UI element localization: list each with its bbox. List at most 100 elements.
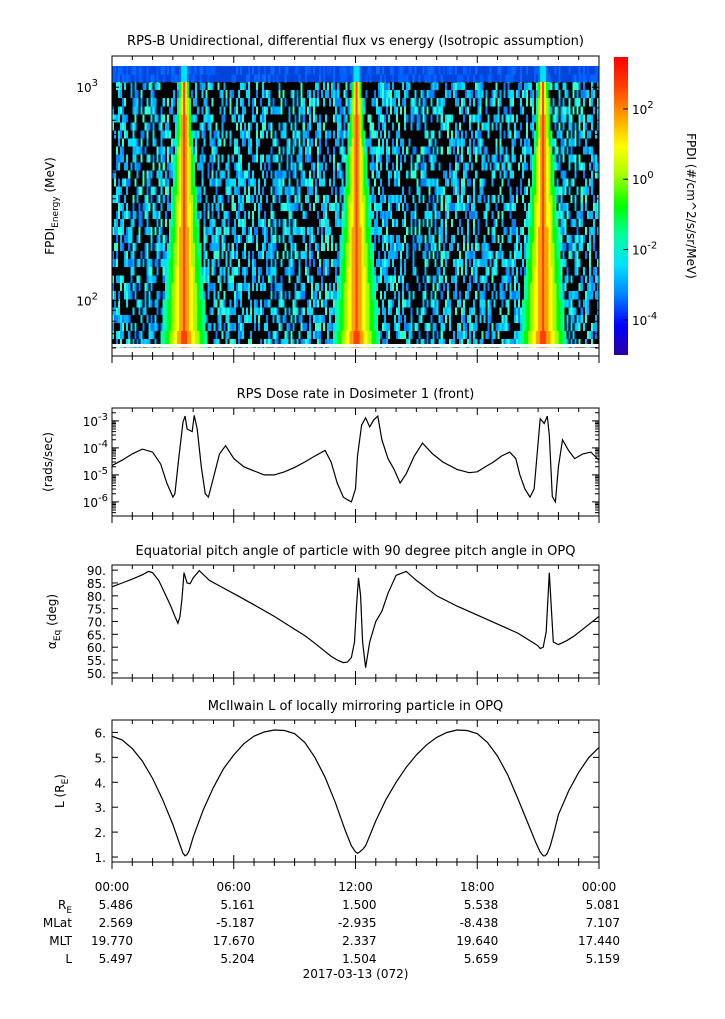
- spectrogram-cell: [176, 210, 180, 219]
- spectrogram-cell: [426, 259, 429, 268]
- spectrogram-cell: [140, 323, 143, 332]
- spectrogram-cell: [465, 291, 468, 300]
- spectrogram-cell: [233, 299, 237, 308]
- spectrogram-cell: [383, 275, 387, 284]
- spectrogram-cell: [292, 226, 295, 236]
- spectrogram-cell: [347, 331, 350, 340]
- spectrogram-cell: [286, 226, 289, 236]
- spectrogram-cell: [536, 299, 539, 308]
- spectrogram-cell: [558, 259, 561, 268]
- spectrogram-cell: [312, 283, 316, 292]
- spectrogram-cell: [298, 347, 302, 348]
- spectrogram-cell: [120, 307, 123, 316]
- spectrogram-cell: [160, 331, 164, 340]
- spectrogram-cell: [568, 347, 571, 348]
- spectrogram-cell: [592, 202, 596, 211]
- spectrogram-cell: [493, 307, 496, 316]
- spectrogram-cell: [247, 235, 251, 244]
- spectrogram-cell: [584, 283, 588, 292]
- spectrogram-cell: [568, 331, 571, 340]
- spectrogram-cell: [418, 194, 421, 203]
- spectrogram-cell: [418, 275, 421, 284]
- spectrogram-cell: [566, 307, 569, 316]
- spectrogram-cell: [306, 299, 310, 308]
- spectrogram-cell: [532, 259, 535, 268]
- spectrogram-cell: [160, 307, 164, 316]
- spectrogram-cell: [357, 226, 360, 236]
- spectrogram-cell: [359, 339, 362, 344]
- spectrogram-cell: [185, 299, 188, 308]
- spectrogram-cell: [548, 339, 551, 344]
- spectrogram-cell: [477, 186, 480, 195]
- spectrogram-cell: [201, 267, 204, 276]
- spectrogram-cell: [381, 259, 385, 268]
- spectrogram-cell: [205, 315, 208, 324]
- spectrogram-cell: [310, 323, 314, 332]
- spectrogram-cell: [377, 347, 381, 348]
- spectrogram-cell: [530, 251, 533, 260]
- spectrogram-cell: [290, 226, 293, 236]
- spectrogram-cell: [268, 315, 271, 324]
- spectrogram-cell: [454, 226, 458, 236]
- spectrogram-cell: [195, 202, 198, 211]
- spectrogram-cell: [254, 307, 257, 316]
- spectrogram-cell: [574, 259, 577, 268]
- spectrogram-cell: [570, 202, 573, 211]
- spectrogram-cell: [509, 202, 513, 211]
- spectrogram-cell: [355, 347, 358, 348]
- spectrogram-cell: [237, 243, 241, 252]
- spectrogram-cell: [596, 339, 600, 344]
- spectrogram-cell: [566, 315, 569, 324]
- spectrogram-cell: [345, 226, 348, 236]
- spectrogram-cell: [357, 243, 360, 252]
- spectrogram-cell: [325, 226, 328, 236]
- spectrogram-cell: [215, 243, 218, 252]
- spectrogram-cell: [396, 259, 399, 268]
- spectrogram-cell: [503, 283, 506, 292]
- spectrogram-cell: [136, 315, 139, 324]
- spectrogram-cell: [252, 299, 255, 308]
- spectrogram-cell: [282, 283, 285, 292]
- spectrogram-cell: [398, 259, 401, 268]
- spectrogram-cell: [402, 331, 405, 340]
- spectrogram-cell: [308, 235, 312, 244]
- spectrogram-cell: [389, 323, 393, 332]
- spectrogram-cell: [333, 267, 336, 276]
- spectrogram-cell: [201, 291, 204, 300]
- spectrogram-cell: [408, 291, 411, 300]
- spectrogram-cell: [203, 291, 206, 300]
- spectrogram-cell: [412, 186, 415, 195]
- spectrogram-cell: [424, 315, 427, 324]
- spectrogram-cell: [132, 331, 135, 340]
- spectrogram-cell: [223, 347, 226, 348]
- spectrogram-cell: [130, 210, 133, 219]
- spectrogram-cell: [276, 291, 279, 300]
- spectrogram-cell: [235, 347, 239, 348]
- spectrogram-cell: [162, 218, 166, 227]
- spectrogram-cell: [241, 218, 245, 227]
- spectrogram-cell: [489, 315, 492, 324]
- spectrogram-cell: [288, 186, 291, 195]
- spectrogram-cell: [286, 323, 289, 332]
- spectrogram-cell: [112, 235, 115, 244]
- spectrogram-cell: [245, 283, 249, 292]
- spectrogram-cell: [574, 202, 577, 211]
- spectrogram-cell: [132, 235, 135, 244]
- spectrogram-cell: [542, 275, 545, 284]
- spectrogram-cell: [515, 307, 519, 316]
- spectrogram-cell: [223, 291, 226, 300]
- spectrogram-cell: [254, 267, 257, 276]
- spectrogram-cell: [209, 210, 212, 219]
- spectrogram-cell: [410, 291, 413, 300]
- spectrogram-cell: [134, 347, 137, 348]
- spectrogram-cell: [527, 275, 531, 284]
- spectrogram-cell: [580, 299, 584, 308]
- spectrogram-cell: [264, 299, 267, 308]
- spectrogram-cell: [509, 299, 513, 308]
- spectrogram-cell: [138, 299, 141, 308]
- spectrogram-cell: [294, 235, 297, 244]
- spectrogram-cell: [201, 218, 204, 227]
- spectrogram-cell: [420, 218, 423, 227]
- spectrogram-cell: [292, 251, 295, 260]
- spectrogram-cell: [343, 243, 346, 252]
